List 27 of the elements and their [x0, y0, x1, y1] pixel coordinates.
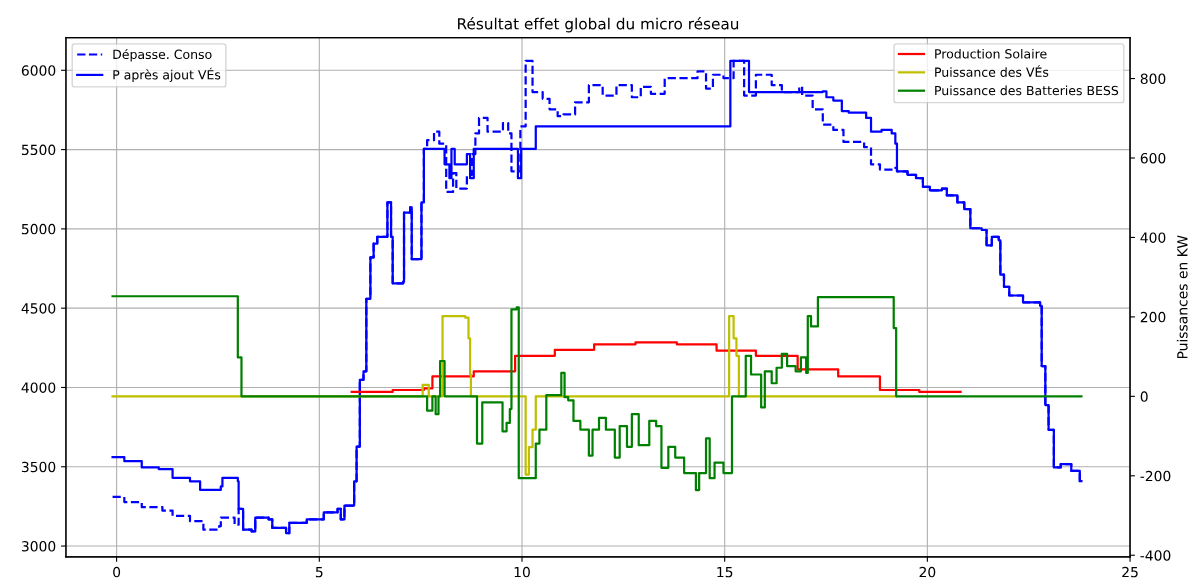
x-tick-label: 0 [113, 566, 121, 578]
x-tick-label: 10 [514, 566, 530, 578]
y-tick-label: 4000 [21, 382, 56, 393]
x-tick-label: 20 [919, 566, 936, 578]
y2-tick-label: 200 [1140, 311, 1166, 323]
y-tick-label: 4500 [21, 303, 56, 314]
x-tick-label: 25 [1122, 566, 1138, 578]
y-tick-label: 5500 [21, 144, 56, 156]
y2-tick-label: -200 [1140, 470, 1171, 482]
legend-label: P après ajout VÉs [113, 67, 221, 82]
y2-axis-title: Puissances en KW [1176, 235, 1188, 359]
y2-tick-label: -400 [1140, 550, 1171, 561]
legend-label: Dépasse. Conso [113, 48, 212, 62]
y-tick-label: 3000 [21, 541, 56, 552]
x-tick-label: 5 [315, 566, 323, 578]
y-tick-label: 3500 [21, 461, 56, 473]
legend-label: Puissance des Batteries BESS [935, 85, 1119, 96]
legend-label: Production Solaire [935, 48, 1047, 59]
y2-tick-label: 800 [1140, 73, 1166, 85]
chart-title: Résultat effet global du micro réseau [458, 17, 739, 33]
y2-tick-label: 600 [1140, 152, 1166, 164]
y-tick-label: 6000 [21, 65, 56, 76]
y2-tick-label: 0 [1140, 391, 1148, 402]
legend-label: Puissance des VÉs [935, 65, 1049, 77]
x-tick-label: 15 [717, 566, 733, 578]
y-tick-label: 5000 [21, 223, 56, 235]
y2-tick-label: 400 [1140, 232, 1166, 243]
